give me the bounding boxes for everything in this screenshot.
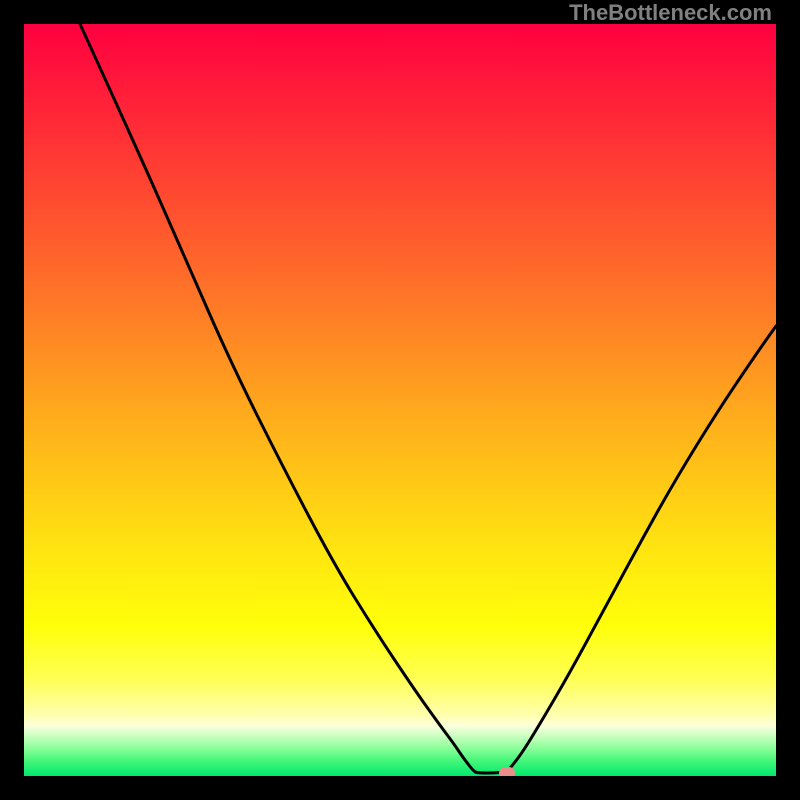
optimal-marker (499, 767, 515, 776)
bottleneck-curve (24, 24, 776, 776)
watermark-text: TheBottleneck.com (569, 0, 772, 26)
plot-area (24, 24, 776, 776)
chart-outer: TheBottleneck.com (0, 0, 800, 800)
